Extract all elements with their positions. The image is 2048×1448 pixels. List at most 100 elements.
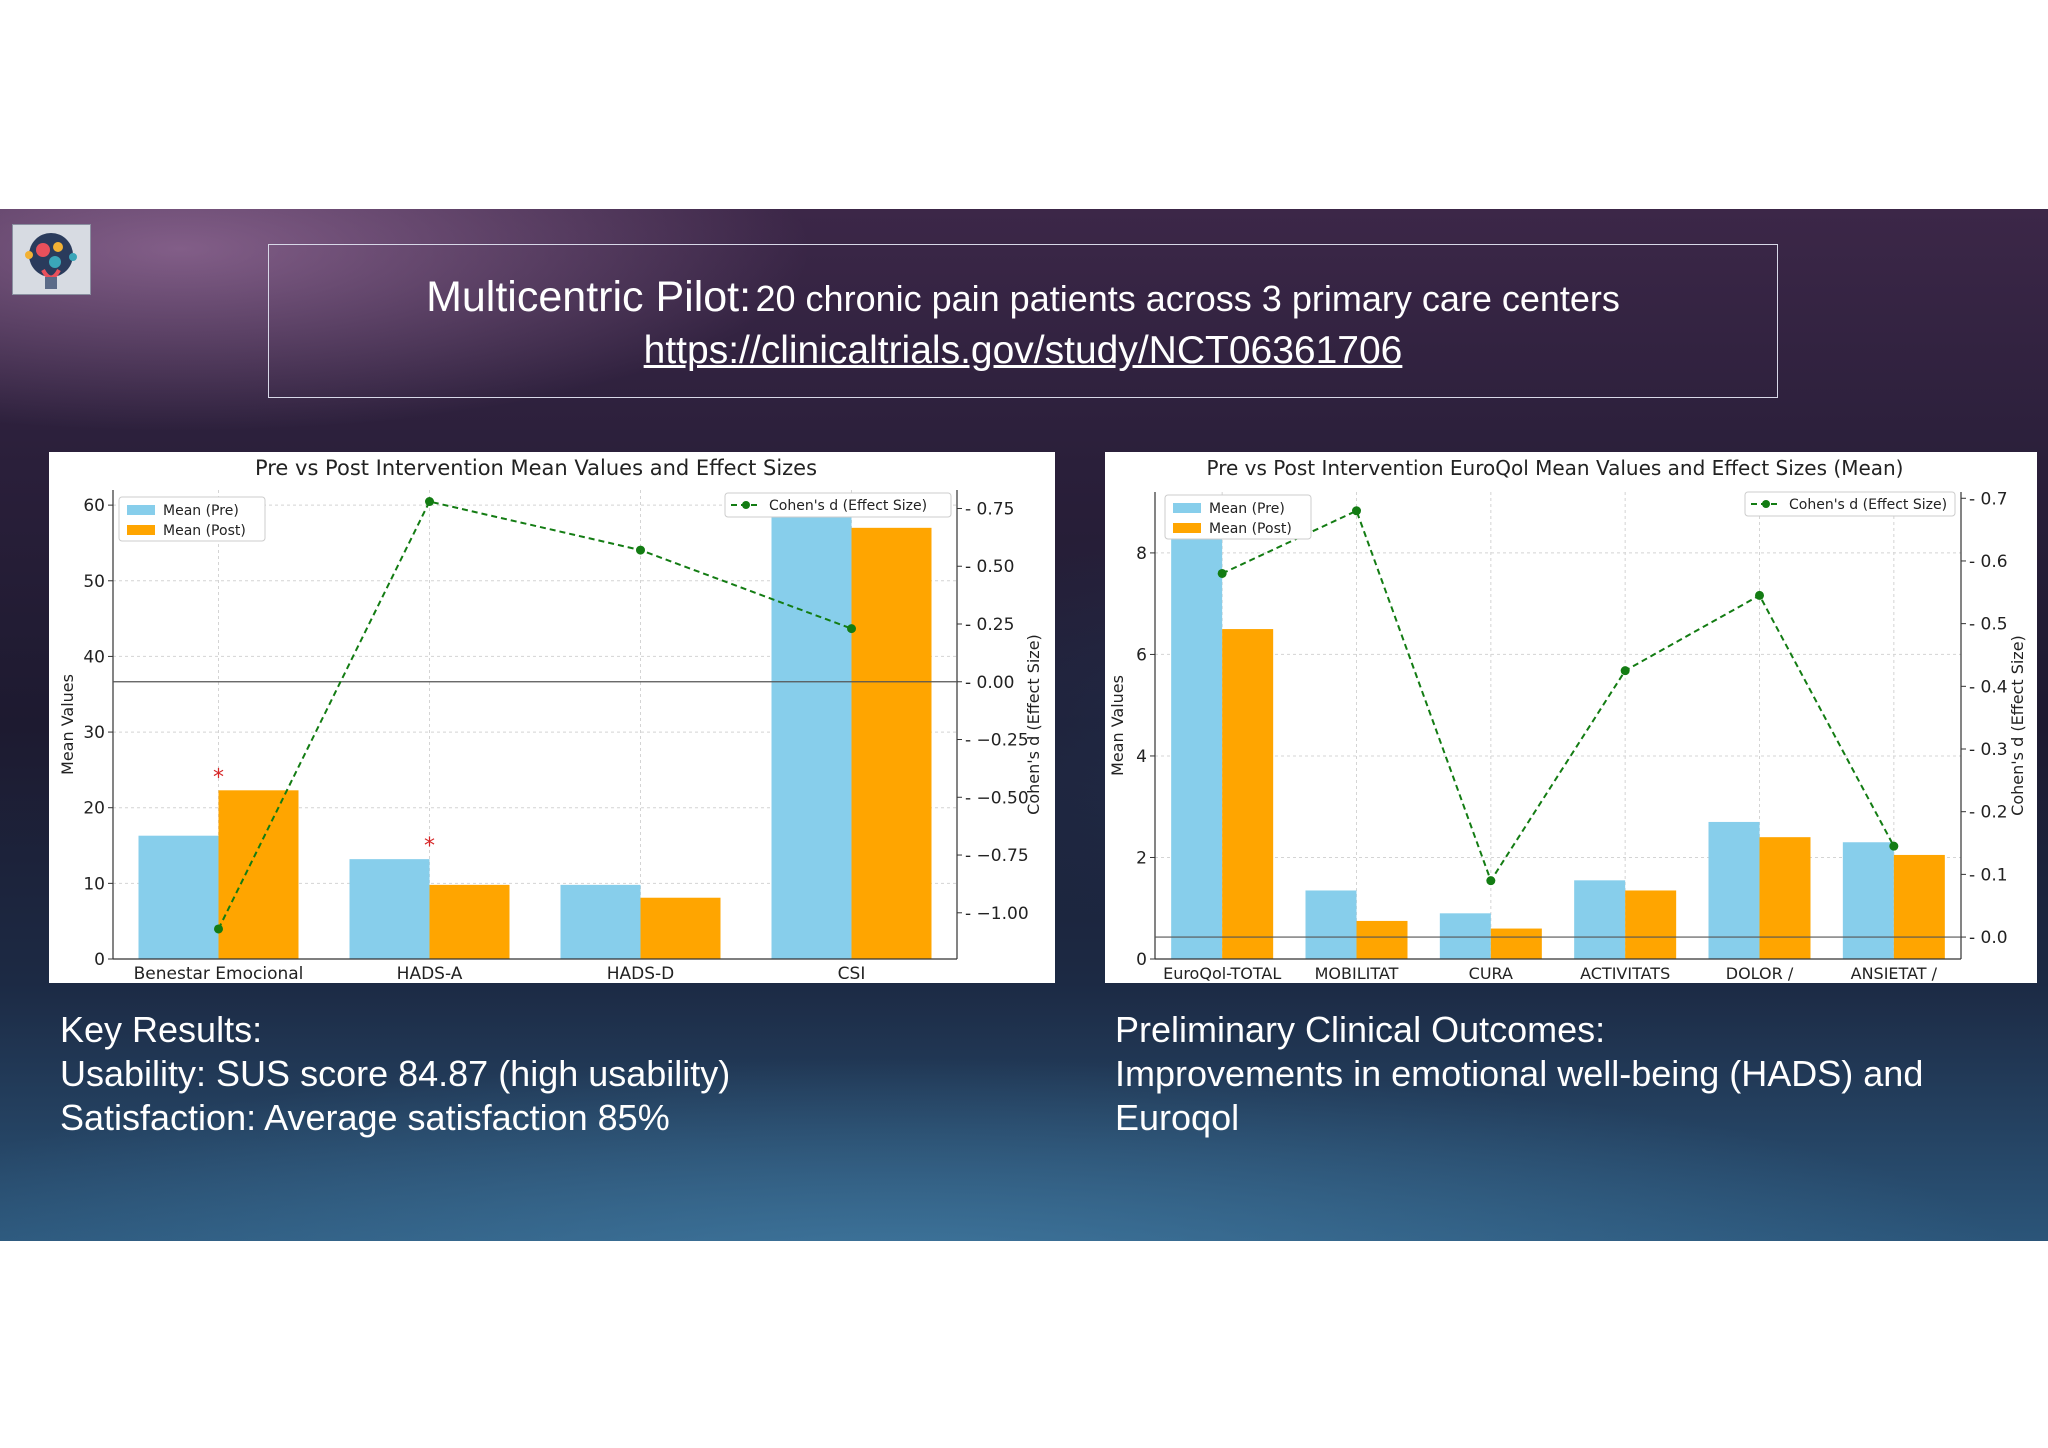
bar-post — [218, 790, 299, 959]
bar-post — [851, 527, 932, 959]
bar-pre — [1305, 890, 1357, 959]
y-axis-label: Mean Values — [58, 674, 77, 775]
legend-swatch-pre — [127, 505, 155, 515]
legend-marker-effect — [1762, 500, 1770, 508]
clinical-outcomes-heading: Preliminary Clinical Outcomes: — [1115, 1009, 1606, 1050]
y-tick-label: 30 — [83, 723, 105, 743]
title-heading: Multicentric Pilot: — [426, 273, 752, 321]
brain-heart-logo-icon — [12, 224, 91, 295]
category-label: Benestar Emocional — [134, 964, 304, 983]
bar-pre — [1171, 507, 1223, 959]
category-label: HADS-A — [397, 964, 463, 983]
bar-post — [640, 897, 721, 959]
logo-graphic — [13, 225, 90, 294]
y2-tick-label: - −0.75 — [965, 846, 1029, 866]
y2-tick-label: - 0.75 — [965, 499, 1014, 519]
effect-size-point — [425, 497, 434, 507]
title-subheading: 20 chronic pain patients across 3 primar… — [755, 278, 1620, 319]
y-tick-label: 4 — [1136, 747, 1147, 767]
usability-result: Usability: SUS score 84.87 (high usabili… — [60, 1053, 731, 1094]
key-results-heading: Key Results: — [60, 1009, 263, 1050]
y-tick-label: 60 — [83, 496, 105, 516]
bar-pre — [138, 835, 219, 959]
y-tick-label: 2 — [1136, 848, 1147, 868]
legend-marker-effect — [742, 501, 750, 509]
title-box: Multicentric Pilot: 20 chronic pain pati… — [268, 244, 1778, 398]
category-label: CSI — [838, 964, 866, 983]
legend-box-bars — [118, 496, 266, 542]
effect-size-point — [636, 545, 645, 555]
category-label: ANSIETAT / — [1851, 964, 1938, 983]
category-label: HADS-D — [607, 964, 675, 983]
bar-pre — [1842, 842, 1894, 959]
y-tick-label: 0 — [94, 950, 105, 970]
significance-marker: * — [424, 834, 435, 859]
effect-size-point — [1486, 876, 1496, 886]
slide-background: Multicentric Pilot: 20 chronic pain pati… — [0, 209, 2048, 1241]
legend-box-effect — [724, 492, 952, 518]
bar-post — [1759, 837, 1811, 959]
legend-swatch-post — [127, 525, 155, 535]
satisfaction-result: Satisfaction: Average satisfaction 85% — [60, 1097, 670, 1138]
significance-marker: * — [213, 765, 224, 790]
y2-tick-label: - 0.6 — [1969, 552, 2008, 572]
y2-tick-label: - 0.1 — [1969, 865, 2008, 885]
chart-panel-main-outcomes: Pre vs Post Intervention Mean Values and… — [49, 452, 1055, 983]
chart-title: Pre vs Post Intervention EuroQol Mean Va… — [1206, 456, 1903, 480]
y2-tick-label: - 0.3 — [1969, 740, 2008, 760]
bar-pre — [1708, 821, 1760, 959]
bar-pre — [771, 516, 852, 959]
legend-label-post: Mean (Post) — [1209, 521, 1292, 537]
category-label: EuroQol-TOTAL — [1163, 964, 1281, 983]
effect-size-point — [1755, 590, 1764, 600]
y-tick-label: 6 — [1136, 645, 1147, 665]
y2-tick-label: - −0.50 — [965, 788, 1029, 808]
effect-size-point — [1352, 506, 1361, 516]
y2-tick-label: - 0.2 — [1969, 803, 2008, 823]
y-tick-label: 40 — [83, 647, 105, 667]
bar-post — [1625, 890, 1677, 959]
bar-pre — [1574, 880, 1626, 959]
y-tick-label: 20 — [83, 799, 105, 819]
effect-size-line — [217, 500, 852, 930]
legend-label-pre: Mean (Pre) — [163, 503, 239, 519]
y2-tick-label: - 0.00 — [965, 673, 1014, 693]
bar-post — [1893, 854, 1945, 959]
effect-size-point — [847, 624, 856, 634]
category-label: CURA — [1469, 964, 1513, 983]
y-tick-label: 50 — [83, 572, 105, 592]
y2-tick-label: - 0.5 — [1969, 615, 2008, 635]
clinical-outcomes-line-2: Euroqol — [1115, 1097, 1240, 1138]
y2-tick-label: - −0.25 — [965, 731, 1029, 751]
category-label: DOLOR / — [1726, 964, 1794, 983]
y2-tick-label: - 0.50 — [965, 557, 1014, 577]
category-label: ACTIVITATS — [1580, 964, 1670, 983]
y2-tick-label: - 0.4 — [1969, 677, 2008, 697]
title-line: Multicentric Pilot: 20 chronic pain pati… — [269, 273, 1777, 322]
legend-box-effect — [1744, 491, 1956, 517]
legend-label-effect: Cohen's d (Effect Size) — [769, 498, 927, 514]
legend-label-pre: Mean (Pre) — [1209, 501, 1285, 517]
chart-panel-euroqol: Pre vs Post Intervention EuroQol Mean Va… — [1105, 452, 2037, 983]
chart-title: Pre vs Post Intervention Mean Values and… — [255, 456, 817, 480]
legend-label-effect: Cohen's d (Effect Size) — [1789, 497, 1947, 513]
clinical-outcomes-caption: Preliminary Clinical Outcomes: Improveme… — [1115, 1008, 2015, 1140]
bar-post — [429, 884, 510, 959]
bar-post — [1222, 629, 1274, 959]
legend-swatch-post — [1173, 523, 1201, 533]
key-results-caption: Key Results: Usability: SUS score 84.87 … — [60, 1008, 960, 1140]
trial-url-link[interactable]: https://clinicaltrials.gov/study/NCT0636… — [643, 329, 1403, 372]
y2-axis-label: Cohen's d (Effect Size) — [1024, 634, 1043, 815]
y-tick-label: 10 — [83, 874, 105, 894]
effect-size-point — [1217, 568, 1227, 578]
bar-pre — [1439, 913, 1491, 959]
y-tick-label: 8 — [1136, 544, 1147, 564]
bar-pre — [349, 859, 430, 959]
effect-size-point — [214, 924, 223, 934]
bar-post — [1356, 920, 1408, 959]
legend-label-post: Mean (Post) — [163, 523, 246, 539]
bar-post — [1490, 928, 1542, 959]
category-label: MOBILITAT — [1315, 964, 1399, 983]
y2-axis-label: Cohen's d (Effect Size) — [2008, 635, 2027, 816]
effect-size-point — [1620, 666, 1630, 676]
